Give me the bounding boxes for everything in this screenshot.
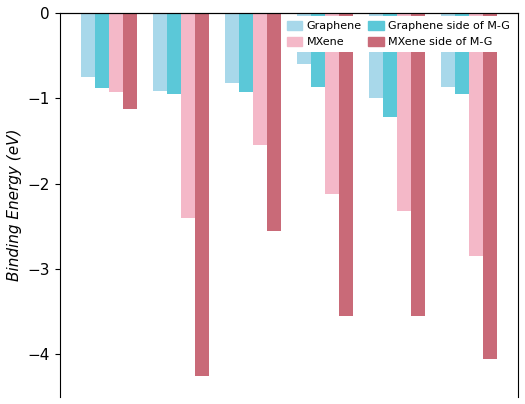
Bar [369, 13, 383, 98]
Bar [225, 13, 239, 83]
Bar [181, 13, 195, 218]
Bar [397, 13, 411, 211]
Bar [267, 13, 281, 231]
Bar [239, 13, 253, 93]
Bar [253, 13, 267, 145]
Bar [123, 13, 136, 109]
Bar [483, 13, 497, 359]
Bar [469, 13, 483, 256]
Bar [311, 13, 325, 87]
Bar [153, 13, 167, 91]
Bar [411, 13, 425, 316]
Bar [383, 13, 397, 117]
Bar [167, 13, 181, 94]
Bar [455, 13, 469, 94]
Bar [441, 13, 455, 87]
Bar [297, 13, 311, 64]
Bar [109, 13, 123, 93]
Bar [80, 13, 94, 77]
Bar [195, 13, 209, 376]
Bar [325, 13, 339, 194]
Bar [94, 13, 109, 88]
Bar [339, 13, 353, 316]
Legend: Graphene, MXene, Graphene side of M-G, MXene side of M-G: Graphene, MXene, Graphene side of M-G, M… [282, 16, 514, 52]
Y-axis label: Binding Energy (eV): Binding Energy (eV) [7, 129, 22, 281]
